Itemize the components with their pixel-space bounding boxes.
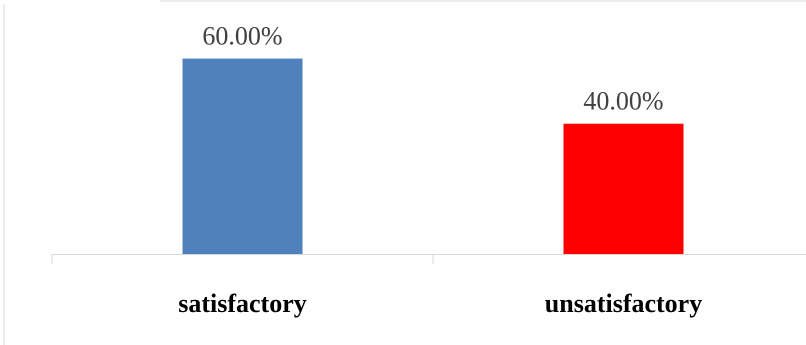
data-label-satisfactory: 60.00% — [202, 22, 282, 51]
x-axis — [51, 254, 806, 264]
bar-satisfactory — [182, 58, 303, 255]
data-label-unsatisfactory: 40.00% — [583, 87, 663, 116]
category-label-unsatisfactory: unsatisfactory — [545, 289, 702, 318]
category-labels-layer: satisfactory unsatisfactory — [178, 289, 702, 318]
bars-layer — [182, 58, 684, 255]
data-labels-layer: 60.00% 40.00% — [202, 22, 663, 116]
category-label-satisfactory: satisfactory — [178, 289, 307, 318]
bar-unsatisfactory — [563, 123, 684, 254]
